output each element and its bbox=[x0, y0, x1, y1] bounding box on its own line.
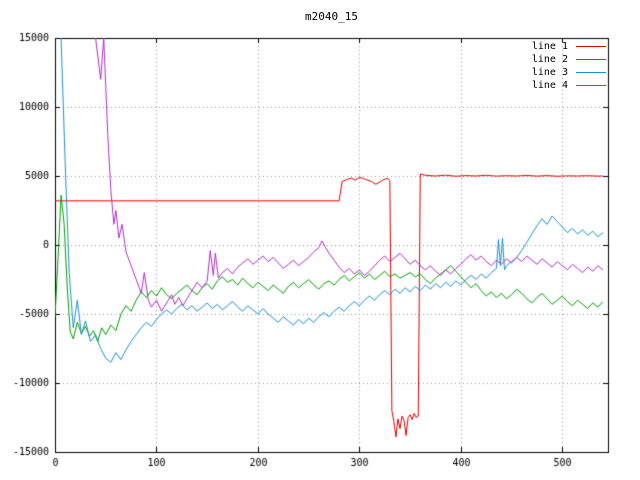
legend-item-3: line 3 bbox=[532, 67, 606, 78]
legend-label: line 3 bbox=[531, 67, 568, 78]
legend-item-2: line 2 bbox=[532, 54, 606, 65]
chart-title: m2040_15 bbox=[305, 10, 358, 23]
legend-label: line 2 bbox=[531, 54, 568, 65]
legend-item-4: line 4 bbox=[532, 80, 606, 91]
legend-line-sample bbox=[576, 72, 606, 73]
legend: line 1 line 2 line 3 line 4 bbox=[532, 41, 606, 91]
legend-label: line 4 bbox=[531, 80, 568, 91]
legend-label: line 1 bbox=[531, 41, 568, 52]
legend-item-1: line 1 bbox=[532, 41, 606, 52]
legend-line-sample bbox=[576, 59, 606, 60]
legend-line-sample bbox=[576, 85, 606, 86]
legend-line-sample bbox=[576, 46, 606, 47]
